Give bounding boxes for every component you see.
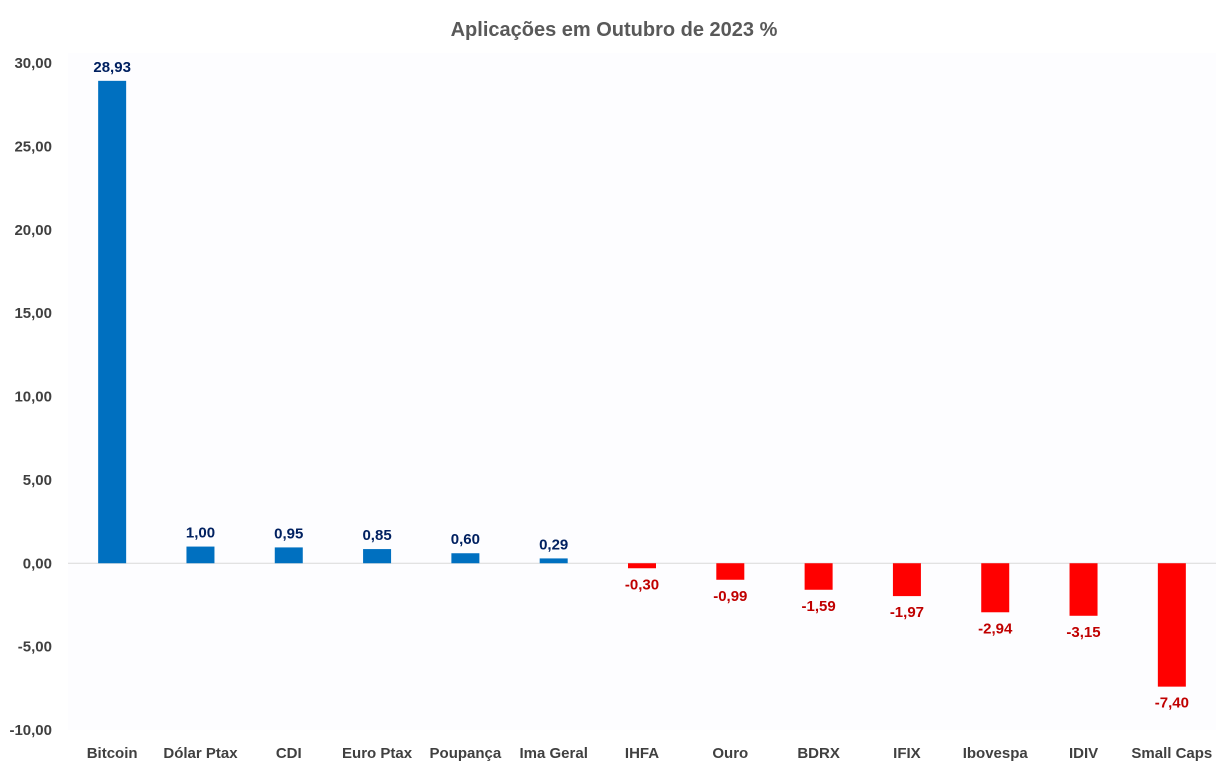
y-tick-label: 25,00: [14, 138, 52, 155]
y-tick-label: 10,00: [14, 389, 52, 406]
bar-value-label: -1,59: [802, 598, 836, 615]
bar: [716, 563, 745, 580]
y-axis-tick-labels: 30,00 25,00 20,00 15,00 10,00 5,00 0,00 -5,00 -1…: [9, 55, 52, 739]
x-category-label: Ibovespa: [963, 745, 1029, 762]
data-labels: 28,93 1,00 0,95 0,85 0,60 0,29 -0,30 -0,99 -1,59…: [93, 59, 1189, 712]
x-category-label: Ima Geral: [520, 745, 588, 762]
x-category-label: Dólar Ptax: [163, 745, 238, 762]
bar-value-label: 0,29: [539, 536, 568, 553]
bar: [804, 563, 833, 590]
x-category-label: Poupança: [430, 745, 502, 762]
bar-value-label: 0,60: [451, 531, 480, 548]
bar: [539, 558, 568, 564]
x-axis-category-labels: Bitcoin Dólar Ptax CDI Euro Ptax Poupança Ima…: [87, 745, 1213, 762]
bar-value-label: 1,00: [186, 525, 215, 542]
x-category-label: Small Caps: [1131, 745, 1212, 762]
plot-area: [68, 53, 1216, 730]
bar-value-label: -0,30: [625, 576, 659, 593]
bar: [892, 563, 921, 597]
bar-value-label: 28,93: [93, 59, 131, 76]
x-category-label: Euro Ptax: [342, 745, 413, 762]
y-tick-label: -10,00: [9, 722, 52, 739]
bar-value-label: 0,85: [362, 527, 391, 544]
chart-title: Aplicações em Outubro de 2023 %: [451, 19, 778, 41]
bar: [451, 553, 480, 564]
x-category-label: IFIX: [893, 745, 921, 762]
x-category-label: CDI: [276, 745, 302, 762]
x-category-label: IDIV: [1069, 745, 1098, 762]
bar: [274, 547, 303, 564]
y-tick-label: 5,00: [23, 472, 52, 489]
x-category-label: IHFA: [625, 745, 659, 762]
bar: [1157, 563, 1186, 687]
bar-value-label: -0,99: [713, 588, 747, 605]
y-tick-label: 0,00: [23, 555, 52, 572]
bar-value-label: -1,97: [890, 604, 924, 621]
bar: [1069, 563, 1098, 616]
bar-value-label: 0,95: [274, 525, 303, 542]
y-tick-label: -5,00: [18, 639, 52, 656]
y-tick-label: 15,00: [14, 305, 52, 322]
bar: [98, 80, 127, 564]
y-tick-label: 30,00: [14, 55, 52, 72]
bar-value-label: -3,15: [1066, 624, 1100, 641]
x-category-label: Ouro: [712, 745, 748, 762]
bar: [628, 563, 656, 569]
x-category-label: Bitcoin: [87, 745, 138, 762]
bar-value-label: -7,40: [1155, 695, 1189, 712]
x-category-label: BDRX: [797, 745, 840, 762]
bar: [363, 549, 392, 564]
y-tick-label: 20,00: [14, 222, 52, 239]
bar-series: [98, 80, 1186, 687]
bar: [981, 563, 1010, 613]
bar: [186, 546, 215, 564]
bar-value-label: -2,94: [978, 620, 1013, 637]
